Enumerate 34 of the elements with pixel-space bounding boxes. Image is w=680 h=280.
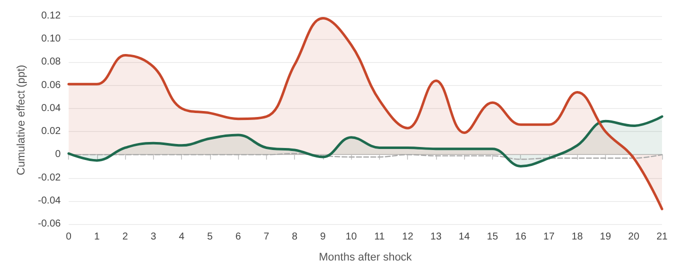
- x-tick-label: 16: [515, 232, 527, 242]
- y-tick-label: 0.10: [41, 34, 62, 45]
- x-tick-label: 20: [628, 232, 640, 242]
- x-tick-label: 19: [600, 232, 612, 242]
- x-tick-label: 11: [374, 232, 386, 242]
- x-tick-label: 17: [543, 232, 555, 242]
- x-tick-label: 13: [430, 232, 442, 242]
- x-axis-title: Months after shock: [318, 252, 412, 264]
- x-tick-label: 7: [264, 232, 270, 242]
- y-tick-label: 0.02: [41, 126, 62, 138]
- x-tick-label: 12: [402, 232, 414, 242]
- y-tick-label: 0.12: [41, 10, 62, 22]
- y-tick-label: 0.08: [41, 56, 62, 68]
- x-tick-label: 0: [66, 232, 72, 242]
- x-tick-label: 14: [458, 232, 470, 242]
- y-tick-label: -0.06: [38, 218, 62, 230]
- x-tick-label: 1: [94, 232, 100, 242]
- x-tick-label: 9: [320, 232, 326, 242]
- y-tick-label: 0: [55, 149, 62, 160]
- y-tick-label: 0.06: [41, 80, 62, 91]
- x-tick-label: 10: [346, 232, 358, 242]
- x-tick-label: 2: [122, 232, 128, 242]
- y-tick-label: -0.04: [38, 195, 62, 206]
- x-tick-label: 18: [572, 232, 584, 242]
- x-tick-label: 4: [178, 232, 185, 242]
- x-tick-label: 8: [292, 232, 298, 242]
- y-tick-label: 0.04: [41, 102, 62, 114]
- x-tick-label: 15: [486, 232, 498, 242]
- y-axis-title: Cumulative effect (ppt): [16, 64, 28, 176]
- x-tick-label: 6: [235, 232, 242, 242]
- y-tick-label: -0.02: [38, 172, 62, 184]
- x-tick-label: 3: [150, 232, 157, 242]
- x-tick-label: 21: [656, 232, 668, 242]
- x-tick-label: 5: [207, 232, 214, 242]
